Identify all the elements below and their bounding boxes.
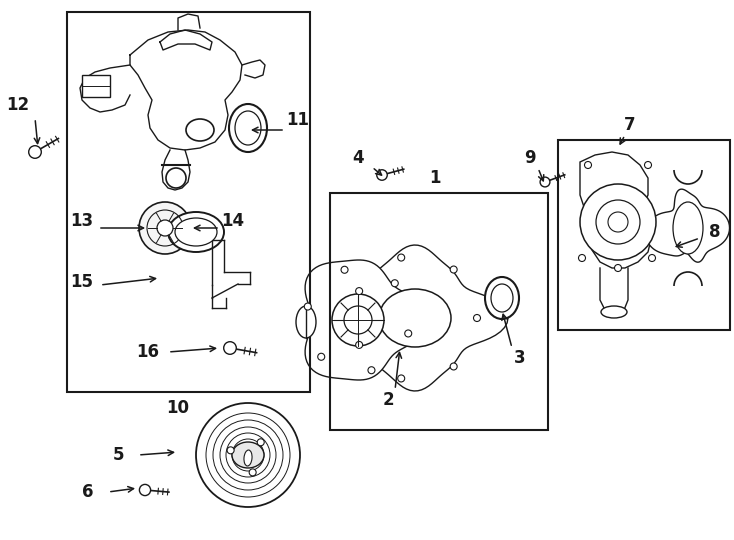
Circle shape: [139, 202, 191, 254]
Text: 12: 12: [7, 96, 29, 114]
Text: 13: 13: [70, 212, 93, 230]
Circle shape: [356, 341, 363, 348]
Ellipse shape: [244, 450, 252, 466]
Text: 4: 4: [352, 149, 364, 167]
Text: 9: 9: [524, 149, 536, 167]
Circle shape: [249, 469, 256, 476]
Circle shape: [398, 254, 404, 261]
Text: 11: 11: [286, 111, 310, 129]
Ellipse shape: [485, 277, 519, 319]
Circle shape: [224, 342, 236, 354]
Text: 14: 14: [222, 212, 244, 230]
Ellipse shape: [379, 289, 451, 347]
Polygon shape: [646, 189, 730, 262]
Circle shape: [540, 177, 550, 187]
Circle shape: [398, 375, 404, 382]
Text: 15: 15: [70, 273, 93, 291]
Text: 1: 1: [429, 169, 440, 187]
Bar: [330, 193, 548, 430]
Ellipse shape: [229, 104, 267, 152]
Circle shape: [578, 254, 586, 261]
Bar: [67, 12, 310, 392]
Text: 6: 6: [82, 483, 94, 501]
Circle shape: [391, 280, 399, 287]
Text: 3: 3: [515, 349, 526, 367]
Circle shape: [450, 363, 457, 370]
Circle shape: [584, 161, 592, 168]
Ellipse shape: [168, 212, 224, 252]
Bar: [558, 140, 730, 330]
Circle shape: [377, 170, 388, 180]
Polygon shape: [305, 260, 427, 380]
Circle shape: [649, 254, 655, 261]
Text: 16: 16: [137, 343, 159, 361]
Circle shape: [227, 447, 234, 454]
Polygon shape: [322, 245, 508, 391]
Ellipse shape: [673, 202, 703, 254]
Ellipse shape: [232, 442, 264, 468]
Circle shape: [196, 403, 300, 507]
Circle shape: [614, 265, 622, 272]
Circle shape: [166, 168, 186, 188]
Circle shape: [157, 220, 173, 236]
Circle shape: [450, 266, 457, 273]
Circle shape: [257, 439, 264, 446]
Bar: [82, 75, 110, 97]
Circle shape: [580, 184, 656, 260]
Ellipse shape: [235, 111, 261, 145]
Circle shape: [29, 146, 41, 158]
Polygon shape: [580, 152, 652, 268]
Ellipse shape: [491, 284, 513, 312]
Text: 7: 7: [624, 116, 636, 134]
Text: 5: 5: [112, 446, 124, 464]
Circle shape: [305, 303, 311, 310]
Circle shape: [368, 367, 375, 374]
Circle shape: [341, 266, 348, 273]
Text: 2: 2: [382, 391, 394, 409]
Text: 10: 10: [167, 399, 189, 417]
Circle shape: [473, 314, 481, 321]
Ellipse shape: [186, 119, 214, 141]
Ellipse shape: [296, 306, 316, 338]
Ellipse shape: [175, 218, 217, 246]
Circle shape: [596, 200, 640, 244]
Circle shape: [332, 294, 384, 346]
Circle shape: [404, 330, 412, 337]
Circle shape: [139, 484, 150, 496]
Circle shape: [644, 161, 652, 168]
Text: 8: 8: [709, 223, 721, 241]
Circle shape: [318, 353, 324, 360]
Circle shape: [356, 288, 363, 295]
Ellipse shape: [601, 306, 627, 318]
